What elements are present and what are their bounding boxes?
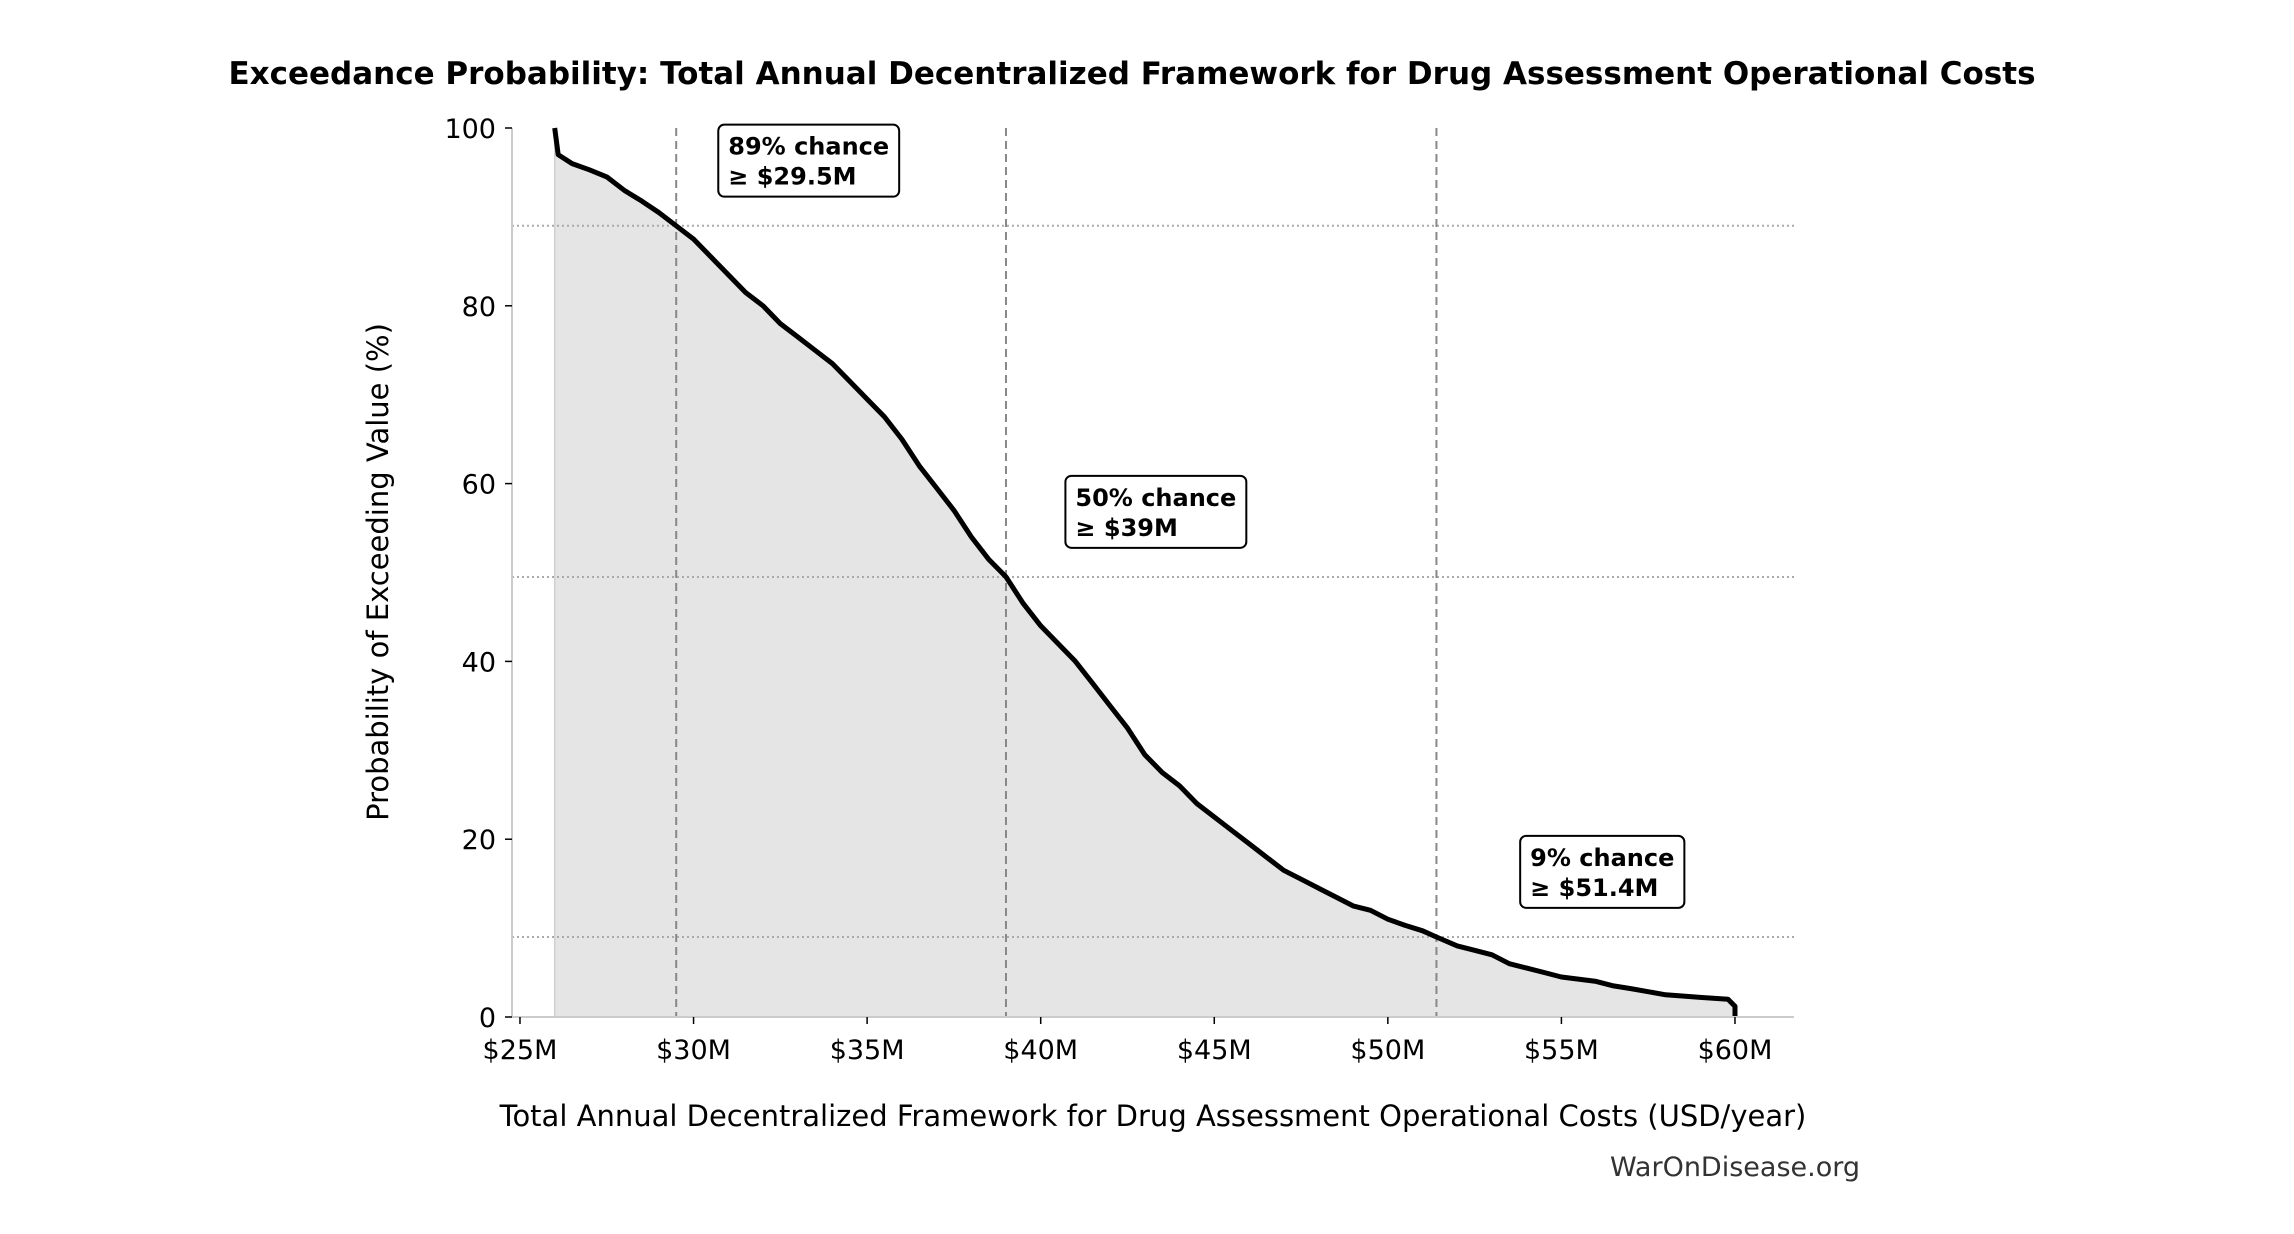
annotation-text: 9% chance (1530, 844, 1674, 872)
x-tick-label: $45M (1177, 1035, 1252, 1066)
y-tick-label: 20 (462, 825, 496, 856)
annotation-2: 9% chance≥ $51.4M (1519, 834, 1686, 909)
chart-title: Exceedance Probability: Total Annual Dec… (228, 56, 2035, 92)
annotation-1: 50% chance≥ $39M (1064, 474, 1248, 549)
x-tick-label: $25M (483, 1035, 558, 1066)
annotation-0: 89% chance≥ $29.5M (717, 123, 901, 198)
y-axis-label: Probability of Exceeding Value (%) (361, 323, 395, 821)
annotation-text: ≥ $29.5M (728, 163, 856, 191)
x-tick-label: $50M (1350, 1035, 1425, 1066)
x-tick-label: $55M (1524, 1035, 1599, 1066)
annotation-box (1519, 834, 1686, 909)
annotation-text: 89% chance (728, 133, 889, 161)
y-tick-label: 80 (462, 292, 496, 323)
x-tick-label: $40M (1003, 1035, 1078, 1066)
y-tick-label: 0 (479, 1003, 496, 1034)
y-tick-label: 60 (462, 470, 496, 501)
x-tick-label: $60M (1698, 1035, 1773, 1066)
annotation-text: ≥ $51.4M (1530, 874, 1658, 902)
y-tick-label: 40 (462, 647, 496, 678)
x-tick-label: $30M (656, 1035, 731, 1066)
y-tick-label: 100 (444, 114, 496, 145)
exceedance-line (552, 127, 1738, 1017)
footer-watermark: WarOnDisease.org (1610, 1152, 1860, 1183)
annotation-box (717, 123, 901, 198)
plot-area: $25M $30M $35M $40M $45M $50M $55M $60M 0 20 40 60 8… (444, 114, 1794, 1066)
x-axis-label: Total Annual Decentralized Framework for… (499, 1099, 1807, 1133)
annotation-text: 50% chance (1075, 484, 1236, 512)
annotation-box (1064, 474, 1248, 549)
annotation-text: ≥ $39M (1075, 514, 1177, 542)
x-tick-label: $35M (830, 1035, 905, 1066)
